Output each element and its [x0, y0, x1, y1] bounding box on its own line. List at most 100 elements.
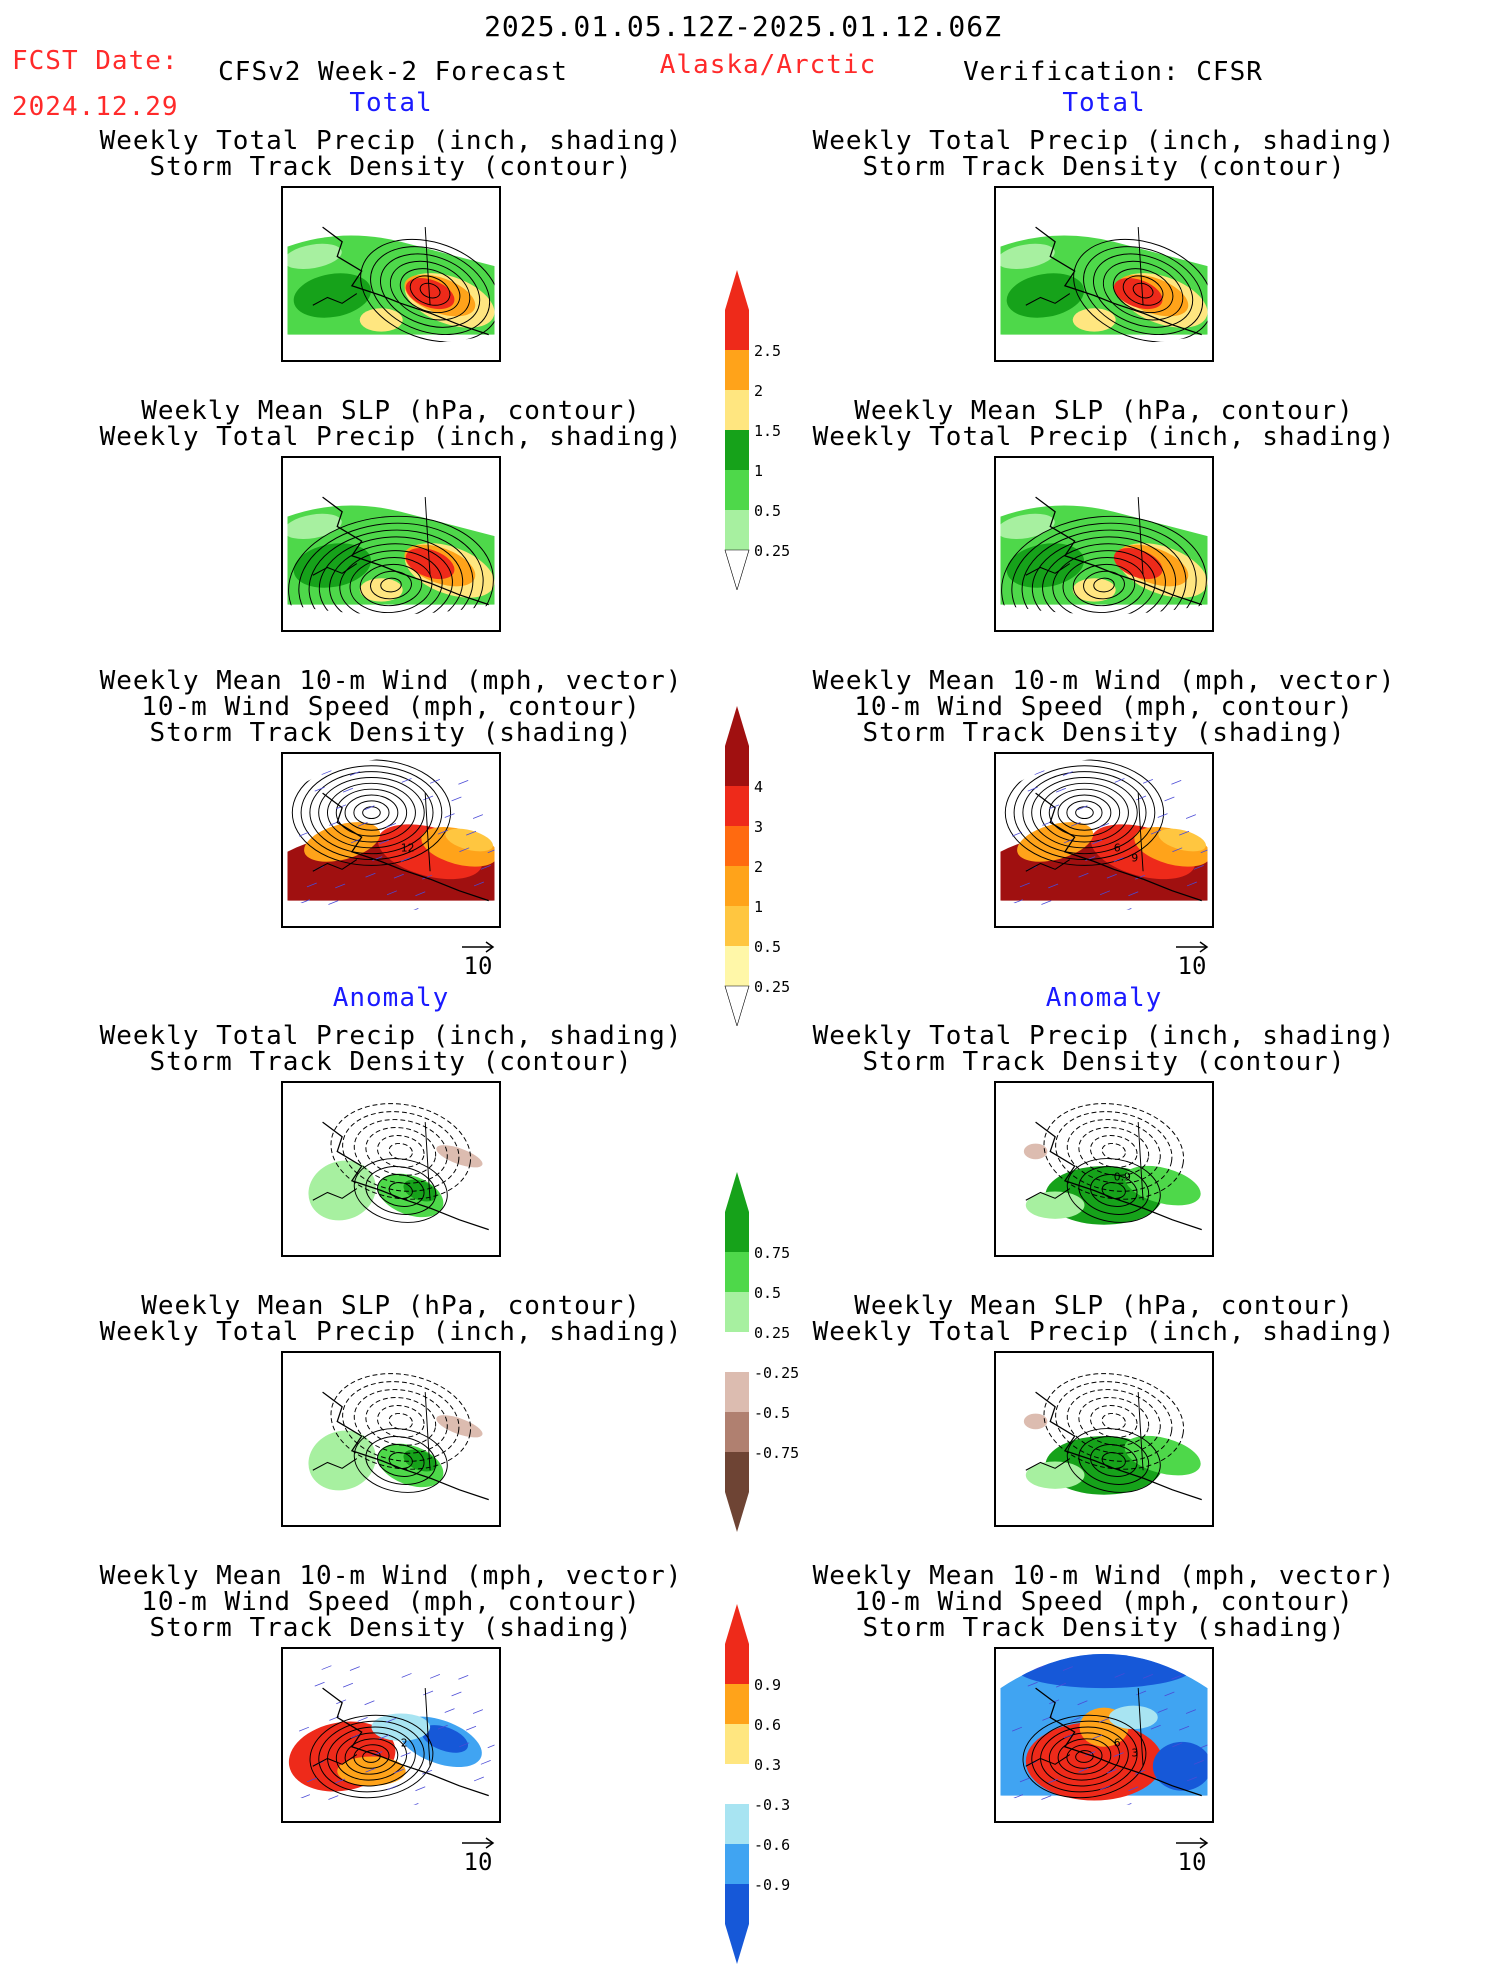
region-title: Alaska/Arctic: [659, 50, 877, 80]
panel-title-4-line-2: Storm Track Density (contour): [862, 152, 1346, 182]
colorbar-storm_total-top: [725, 706, 749, 746]
map-panel-4: [994, 186, 1214, 362]
colorbar-storm_anom-label-1: 0.9: [754, 1676, 782, 1694]
colorbar-precip_anom-label-2: 0.5: [754, 1284, 782, 1302]
panel-title-5-line-1: Weekly Mean SLP (hPa, contour): [854, 396, 1354, 426]
colorbar-precip_total-seg-6: [725, 510, 749, 550]
vector-reference-label: 10: [463, 952, 493, 980]
colorbar-storm_anom-seg-2: [725, 1684, 749, 1724]
panel-title-12-line-3: Storm Track Density (shading): [862, 1613, 1346, 1643]
colorbar-precip_anom-bottom: [725, 1492, 749, 1532]
colorbar-storm_total-seg-1: [725, 746, 749, 786]
colorbar-storm_total-label-2: 3: [754, 818, 764, 836]
map-panel-8: [281, 1351, 501, 1527]
panel-title-12-line-1: Weekly Mean 10-m Wind (mph, vector): [812, 1561, 1396, 1591]
colorbar-precip_anom-label-1: 0.75: [754, 1244, 791, 1262]
map-panel-10: 0.9: [994, 1081, 1214, 1257]
panel-title-10-line-2: Storm Track Density (contour): [862, 1047, 1346, 1077]
vector-reference-4: 10: [1162, 1836, 1222, 1874]
colorbar-precip_anom-seg-2: [725, 1252, 749, 1292]
colorbar-storm_anom-seg-6: [725, 1844, 749, 1884]
panel-title-6-line-1: Weekly Mean 10-m Wind (mph, vector): [812, 666, 1396, 696]
panel-title-2-line-2: Weekly Total Precip (inch, shading): [99, 422, 683, 452]
colorbar-storm_anom-seg-7: [725, 1884, 749, 1924]
map-annotation-12-1: 6: [1114, 1737, 1121, 1750]
colorbar-storm_total-label-5: 0.5: [754, 938, 782, 956]
colorbar-precip_total-label-3: 1.5: [754, 422, 782, 440]
fcst-date-label: FCST Date:: [12, 46, 179, 76]
panel-title-5-line-2: Weekly Total Precip (inch, shading): [812, 422, 1396, 452]
panel-title-8-line-1: Weekly Mean SLP (hPa, contour): [141, 1291, 641, 1321]
colorbar-storm_anom-seg-3: [725, 1724, 749, 1764]
colorbar-storm_anom-label-2: 0.6: [754, 1716, 782, 1734]
colorbar-storm_total-label-1: 4: [754, 778, 764, 796]
colorbar-precip_anom-top: [725, 1172, 749, 1212]
panel-title-10-line-1: Weekly Total Precip (inch, shading): [812, 1021, 1396, 1051]
colorbar-precip_anom-seg-4: [725, 1332, 749, 1372]
colorbar-storm_anom-label-5: -0.6: [754, 1836, 791, 1854]
panel-title-3-line-2: 10-m Wind Speed (mph, contour): [141, 692, 641, 722]
colorbar-storm_total-seg-4: [725, 866, 749, 906]
verification-title: Verification: CFSR: [963, 57, 1263, 87]
colorbar-precip_total: 2.5 2 1.5 1 0.5 0.25: [722, 270, 792, 592]
vector-reference-3: 10: [448, 1836, 508, 1874]
colorbar-storm_anom-label-4: -0.3: [754, 1796, 791, 1814]
colorbar-storm_total-label-6: 0.25: [754, 978, 791, 996]
colorbar-precip_total-seg-4: [725, 430, 749, 470]
colorbar-precip_anom-label-5: -0.5: [754, 1404, 791, 1422]
colorbar-precip_total-label-4: 1: [754, 462, 764, 480]
panel-title-1-line-1: Weekly Total Precip (inch, shading): [99, 126, 683, 156]
colorbar-precip_anom-label-3: 0.25: [754, 1324, 791, 1342]
colorbar-precip_anom-seg-1: [725, 1212, 749, 1252]
colorbar-precip_anom-seg-7: [725, 1452, 749, 1492]
colorbar-storm_anom-bottom: [725, 1924, 749, 1964]
date-range-title: 2025.01.05.12Z-2025.01.12.06Z: [484, 10, 1002, 43]
section-anomaly-left: Anomaly: [332, 983, 450, 1013]
colorbar-storm_total-seg-5: [725, 906, 749, 946]
colorbar-precip_anom-seg-5: [725, 1372, 749, 1412]
colorbar-precip_total-label-5: 0.5: [754, 502, 782, 520]
section-total-left: Total: [349, 88, 433, 118]
map-annotation-6-2: 9: [1131, 852, 1138, 865]
colorbar-precip_total-seg-3: [725, 390, 749, 430]
section-anomaly-right: Anomaly: [1045, 983, 1163, 1013]
map-panel-1: [281, 186, 501, 362]
colorbar-precip_anom-label-4: -0.25: [754, 1364, 800, 1382]
vector-reference-2: 10: [1162, 940, 1222, 978]
vector-reference-label: 10: [1177, 1848, 1207, 1876]
map-annotation-9-1: 2: [401, 1737, 408, 1750]
panel-title-8-line-2: Weekly Total Precip (inch, shading): [99, 1317, 683, 1347]
panel-title-1-line-2: Storm Track Density (contour): [149, 152, 633, 182]
colorbar-storm_total-seg-6: [725, 946, 749, 986]
panel-title-6-line-3: Storm Track Density (shading): [862, 718, 1346, 748]
panel-title-3-line-1: Weekly Mean 10-m Wind (mph, vector): [99, 666, 683, 696]
colorbar-precip_total-seg-1: [725, 310, 749, 350]
panel-title-7-line-1: Weekly Total Precip (inch, shading): [99, 1021, 683, 1051]
colorbar-storm_anom-seg-5: [725, 1804, 749, 1844]
map-panel-2: [281, 456, 501, 632]
colorbar-storm_anom: 0.9 0.6 0.3 -0.3 -0.6 -0.9: [722, 1604, 792, 1964]
colorbar-precip_total-seg-2: [725, 350, 749, 390]
panel-title-9-line-3: Storm Track Density (shading): [149, 1613, 633, 1643]
panel-title-11-line-2: Weekly Total Precip (inch, shading): [812, 1317, 1396, 1347]
panel-title-9-line-2: 10-m Wind Speed (mph, contour): [141, 1587, 641, 1617]
map-panel-11: [994, 1351, 1214, 1527]
map-annotation-12-2: 3: [1131, 1747, 1138, 1760]
colorbar-precip_total-label-6: 0.25: [754, 542, 791, 560]
colorbar-precip_anom-seg-3: [725, 1292, 749, 1332]
colorbar-storm_total-bottom: [724, 985, 750, 1028]
vector-reference-1: 10: [448, 940, 508, 978]
panel-title-4-line-1: Weekly Total Precip (inch, shading): [812, 126, 1396, 156]
colorbar-precip_total-bottom: [724, 549, 750, 592]
colorbar-precip_anom-seg-6: [725, 1412, 749, 1452]
colorbar-storm_anom-seg-4: [725, 1764, 749, 1804]
colorbar-storm_anom-label-3: 0.3: [754, 1756, 782, 1774]
colorbar-precip_total-top: [725, 270, 749, 310]
map-panel-9: 2: [281, 1647, 501, 1823]
colorbar-precip_anom-label-6: -0.75: [754, 1444, 800, 1462]
panel-title-7-line-2: Storm Track Density (contour): [149, 1047, 633, 1077]
model-title: CFSv2 Week-2 Forecast: [218, 57, 568, 87]
section-total-right: Total: [1062, 88, 1146, 118]
